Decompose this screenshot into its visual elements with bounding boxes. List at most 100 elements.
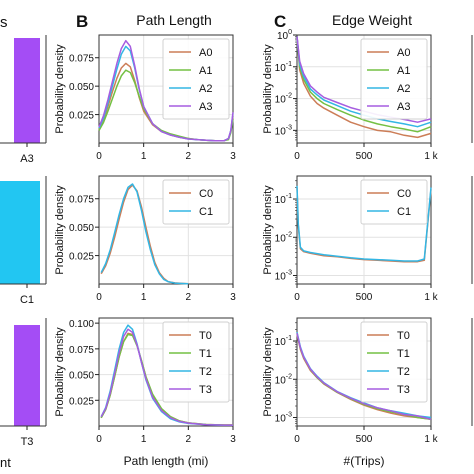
series-line-A3 <box>98 39 234 142</box>
legend-label: T3 <box>199 384 212 396</box>
x-tick-label: 1 <box>141 151 147 162</box>
x-tick-label: 0 <box>294 434 300 445</box>
legend-label: A2 <box>397 83 410 95</box>
left-bar-panel: C1 <box>0 176 47 306</box>
y-tick-label: 0.025 <box>69 252 94 263</box>
series-line-A0 <box>296 36 432 139</box>
y-tick-label: 0.075 <box>69 54 94 65</box>
x-tick-label: 1 k <box>424 151 438 162</box>
x-tick-label: C1 <box>20 294 34 306</box>
x-axis-label: Path length (mi) <box>124 454 209 468</box>
y-axis-label: Probability density <box>262 44 274 134</box>
y-tick-label: 0.025 <box>69 111 94 122</box>
legend: C0 C1 <box>360 179 428 225</box>
x-tick-label: 3 <box>230 151 236 162</box>
x-tick-label: 2 <box>186 434 192 445</box>
legend-label: A2 <box>199 83 212 95</box>
bar <box>14 38 40 143</box>
chart-title: Edge Weight <box>332 12 412 28</box>
plot-frame <box>98 175 234 285</box>
legend: A0 A1 A2 A3 <box>360 38 428 120</box>
x-tick-label: 0 <box>294 151 300 162</box>
legend-label: A3 <box>199 101 212 113</box>
x-tick-label: 0 <box>96 292 102 303</box>
legend-box <box>360 38 428 120</box>
y-tick-label: 10-1 <box>275 193 292 206</box>
legend-label: T1 <box>199 348 212 360</box>
chart-title: Path Length <box>136 12 212 28</box>
x-tick-label: 500 <box>356 292 373 303</box>
x-tick-label: 0 <box>294 292 300 303</box>
x-tick-label: A3 <box>20 153 33 165</box>
x-tick-label: 1 k <box>424 434 438 445</box>
y-axis-label: Probability density <box>54 185 66 275</box>
x-tick-label: T3 <box>21 436 34 448</box>
y-tick-label: 0.075 <box>69 345 94 356</box>
legend: T0 T1 T2 T3 <box>360 321 428 403</box>
legend-label: T1 <box>397 348 410 360</box>
legend-label: A3 <box>397 101 410 113</box>
y-tick-label: 0.100 <box>69 319 94 330</box>
legend-label: C1 <box>199 206 213 218</box>
series-line-A2 <box>296 36 432 128</box>
x-tick-label: 500 <box>356 434 373 445</box>
y-axis-label: Probability density <box>54 327 66 417</box>
y-tick-label: 10-2 <box>275 93 292 106</box>
y-tick-label: 0.050 <box>69 371 94 382</box>
series-line-C1 <box>296 185 432 262</box>
x-tick-label: 2 <box>186 292 192 303</box>
legend-box <box>360 321 428 403</box>
x-tick-label: 3 <box>230 292 236 303</box>
x-tick-label: 500 <box>356 151 373 162</box>
panel-letter-b: B <box>76 12 88 31</box>
x-tick-label: 1 <box>141 434 147 445</box>
left-bar-panel: A3 <box>0 35 47 165</box>
plot-frame <box>98 34 234 144</box>
y-tick-label: 10-2 <box>275 231 292 244</box>
y-tick-label: 10-1 <box>275 335 292 348</box>
y-axis-label: Probability density <box>262 327 274 417</box>
y-tick-label: 10-3 <box>275 270 292 283</box>
x-axis-label: #(Trips) <box>344 454 385 468</box>
y-axis-label: Probability density <box>262 185 274 275</box>
series-line-T3 <box>100 328 233 426</box>
legend-label: T2 <box>397 366 410 378</box>
y-tick-label: 10-3 <box>275 412 292 425</box>
y-tick-label: 0.075 <box>69 195 94 206</box>
legend-label: C1 <box>397 206 411 218</box>
y-tick-label: 0.025 <box>69 396 94 407</box>
x-tick-label: 2 <box>186 151 192 162</box>
plot-frame <box>98 317 234 427</box>
y-tick-label: 100 <box>277 29 292 42</box>
legend-label: A0 <box>199 47 212 59</box>
legend-label: A1 <box>397 65 410 77</box>
legend: A0 A1 A2 A3 <box>162 38 230 120</box>
legend-box <box>162 38 230 120</box>
x-tick-label: 3 <box>230 434 236 445</box>
x-tick-label: 1 <box>141 292 147 303</box>
legend-label: A0 <box>397 47 410 59</box>
x-tick-label: 0 <box>96 434 102 445</box>
y-axis-label: Probability density <box>54 44 66 134</box>
legend-label: C0 <box>397 188 411 200</box>
x-tick-label: 1 k <box>424 292 438 303</box>
left-title-fragment: s <box>0 14 8 31</box>
legend: C0 C1 <box>162 179 230 225</box>
legend: T0 T1 T2 T3 <box>162 321 230 403</box>
legend-label: T2 <box>199 366 212 378</box>
y-tick-label: 10-3 <box>275 124 292 137</box>
y-tick-label: 0.050 <box>69 223 94 234</box>
legend-label: C0 <box>199 188 213 200</box>
left-bottom-label: nt <box>0 455 11 470</box>
legend-label: T3 <box>397 384 410 396</box>
series-line-A1 <box>296 36 432 133</box>
y-tick-label: 10-1 <box>275 61 292 74</box>
legend-box <box>162 179 230 225</box>
legend-label: A1 <box>199 65 212 77</box>
